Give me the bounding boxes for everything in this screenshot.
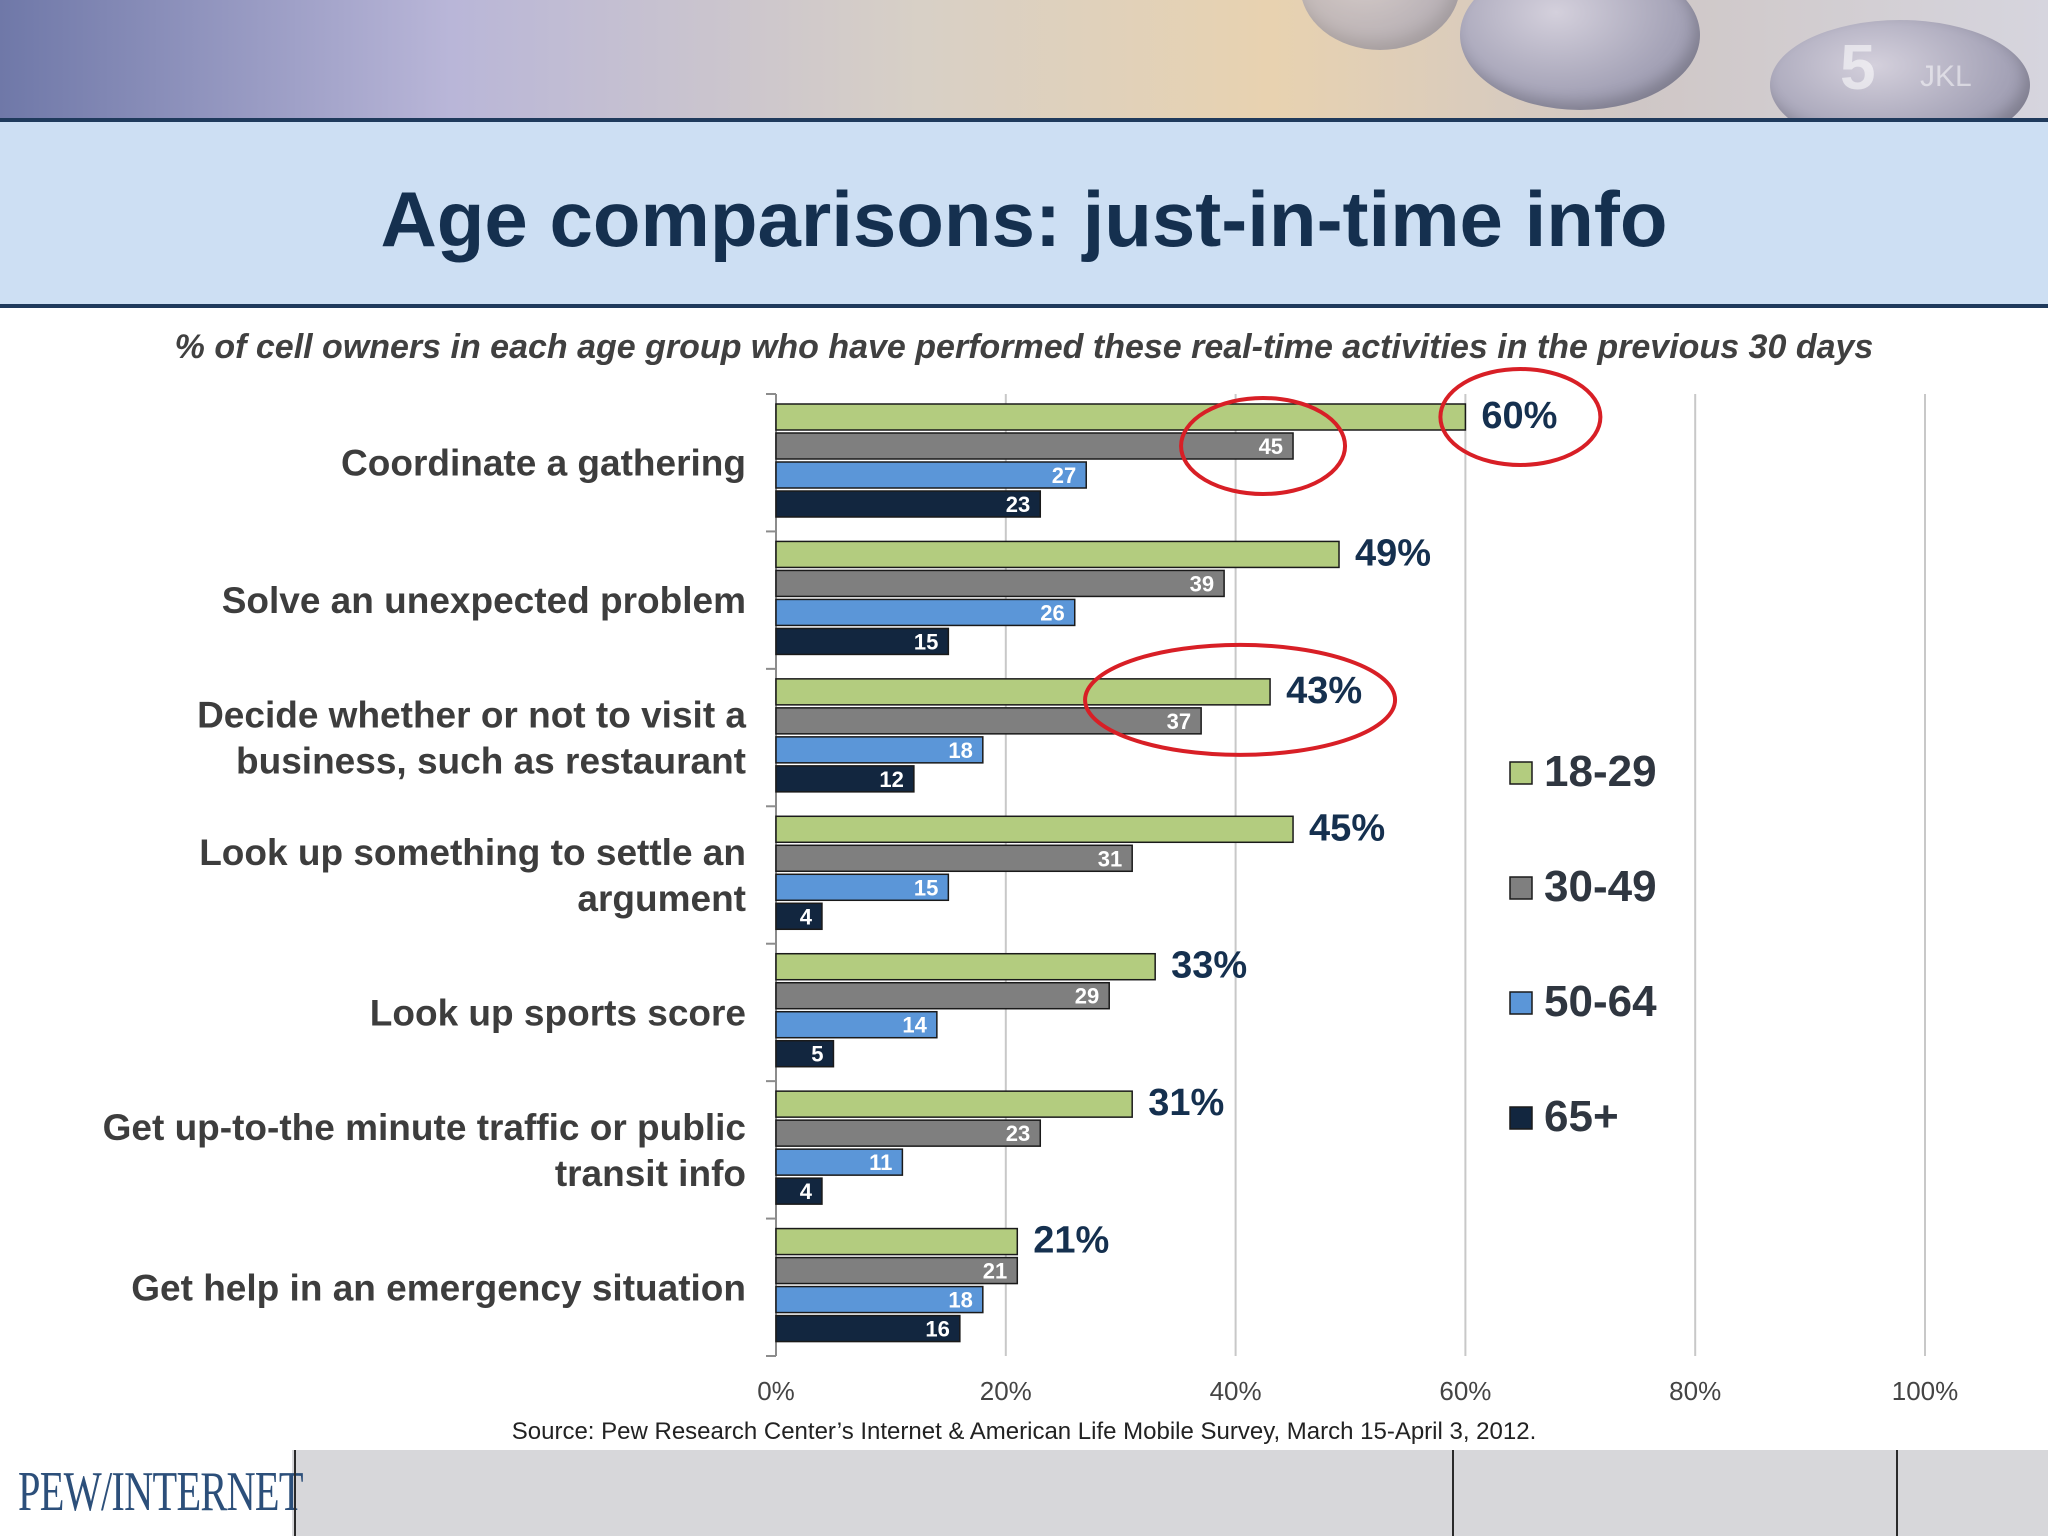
logo-box: PEW/INTERNET <box>0 1450 303 1536</box>
bar-18-29 <box>775 678 1271 706</box>
bar-50-64 <box>775 1010 938 1039</box>
bar-18-29 <box>775 1090 1133 1118</box>
x-tick-label: 40% <box>1210 1376 1262 1406</box>
bar-30-49 <box>775 707 1202 735</box>
category-label: argument <box>577 878 746 919</box>
legend-swatch <box>1509 991 1533 1015</box>
source-note: Source: Pew Research Center’s Internet &… <box>511 1418 1537 1445</box>
header-banner: 5 JKL <box>0 0 2048 120</box>
data-label: 45 <box>1259 434 1283 459</box>
bar-50-64 <box>775 1285 984 1314</box>
title-band: Age comparisons: just-in-time info <box>0 118 2048 308</box>
category-label: Solve an unexpected problem <box>222 580 746 621</box>
category-label: Coordinate a gathering <box>341 443 746 484</box>
data-label: 18 <box>948 738 972 763</box>
bar-50-64 <box>775 736 984 764</box>
category-label: business, such as restaurant <box>236 741 746 782</box>
category-label: Get up-to-the minute traffic or public <box>103 1107 746 1148</box>
pew-internet-logo: PEW/INTERNET <box>18 1461 303 1523</box>
data-label: 33% <box>1171 945 1247 987</box>
data-label: 29 <box>1075 984 1099 1009</box>
data-label: 15 <box>914 629 938 654</box>
data-label: 23 <box>1006 492 1030 517</box>
x-tick-label: 0% <box>757 1376 795 1406</box>
bar-18-29 <box>775 403 1467 431</box>
bar-18-29 <box>775 815 1294 844</box>
bar-65plus <box>775 490 1042 518</box>
bar-50-64 <box>775 598 1076 627</box>
bar-65plus <box>775 1177 823 1205</box>
bar-30-49 <box>775 569 1225 598</box>
data-label: 37 <box>1167 709 1191 734</box>
bar-30-49 <box>775 1119 1042 1147</box>
data-label: 49% <box>1355 532 1431 574</box>
data-label: 16 <box>925 1317 949 1342</box>
data-label: 23 <box>1006 1121 1030 1146</box>
footer-divider <box>1452 1450 1454 1536</box>
highlight-ellipse <box>1179 396 1348 496</box>
x-tick-label: 60% <box>1439 1376 1491 1406</box>
data-label: 21 <box>983 1259 1007 1284</box>
phone-key-decoration <box>1770 20 2030 120</box>
data-label: 12 <box>879 767 903 792</box>
data-label: 4 <box>800 904 813 929</box>
x-tick-label: 20% <box>980 1376 1032 1406</box>
data-label: 15 <box>914 875 938 900</box>
data-label: 43% <box>1286 670 1362 712</box>
footer-divider <box>1896 1450 1898 1536</box>
category-label: transit info <box>555 1153 746 1194</box>
category-label: Get help in an emergency situation <box>131 1267 746 1308</box>
x-tick-label: 80% <box>1669 1376 1721 1406</box>
bar-50-64 <box>775 873 950 902</box>
legend-swatch <box>1509 876 1533 900</box>
category-label: Look up something to settle an <box>199 832 746 873</box>
bar-50-64 <box>775 461 1087 489</box>
x-tick-label: 100% <box>1892 1376 1959 1406</box>
bar-30-49 <box>775 844 1133 873</box>
data-label: 4 <box>800 1179 813 1204</box>
legend-swatch <box>1509 761 1533 785</box>
bar-50-64 <box>775 1148 904 1176</box>
data-label: 45% <box>1309 807 1385 849</box>
footer-divider <box>294 1450 296 1536</box>
data-label: 11 <box>869 1150 892 1175</box>
bar-30-49 <box>775 1256 1019 1285</box>
footer-bar: PEW/INTERNET <box>0 1450 2048 1536</box>
data-label: 14 <box>902 1013 927 1038</box>
category-label: Decide whether or not to visit a <box>197 695 746 736</box>
phone-key-digit: 5 <box>1840 31 1876 103</box>
data-label: 60% <box>1481 395 1557 437</box>
bar-18-29 <box>775 540 1340 569</box>
data-label: 31 <box>1098 846 1122 871</box>
legend-label: 18-29 <box>1544 747 1657 796</box>
bar-65plus <box>775 1314 961 1343</box>
data-label: 18 <box>948 1288 972 1313</box>
highlight-ellipse <box>1083 642 1398 757</box>
bar-30-49 <box>775 432 1294 460</box>
data-label: 26 <box>1040 600 1064 625</box>
chart-subtitle: % of cell owners in each age group who h… <box>174 328 1874 366</box>
bar-65plus <box>775 902 823 931</box>
legend-label: 30-49 <box>1544 862 1657 911</box>
data-label: 5 <box>811 1042 823 1067</box>
data-label: 21% <box>1033 1220 1109 1262</box>
page-title: Age comparisons: just-in-time info <box>380 175 1668 263</box>
data-label: 27 <box>1052 463 1076 488</box>
bar-65plus <box>775 765 915 793</box>
bar-18-29 <box>775 1227 1019 1256</box>
legend-label: 65+ <box>1544 1092 1619 1141</box>
category-label: Look up sports score <box>370 992 746 1033</box>
data-label: 39 <box>1190 571 1214 596</box>
phone-key-letters: JKL <box>1920 60 1972 93</box>
legend-label: 50-64 <box>1544 977 1657 1026</box>
bar-65plus <box>775 1039 835 1068</box>
bar-18-29 <box>775 952 1156 981</box>
legend-swatch <box>1509 1106 1533 1130</box>
data-label: 31% <box>1148 1082 1224 1124</box>
bar-65plus <box>775 627 950 656</box>
highlight-ellipse <box>1438 367 1603 467</box>
bar-30-49 <box>775 981 1110 1010</box>
